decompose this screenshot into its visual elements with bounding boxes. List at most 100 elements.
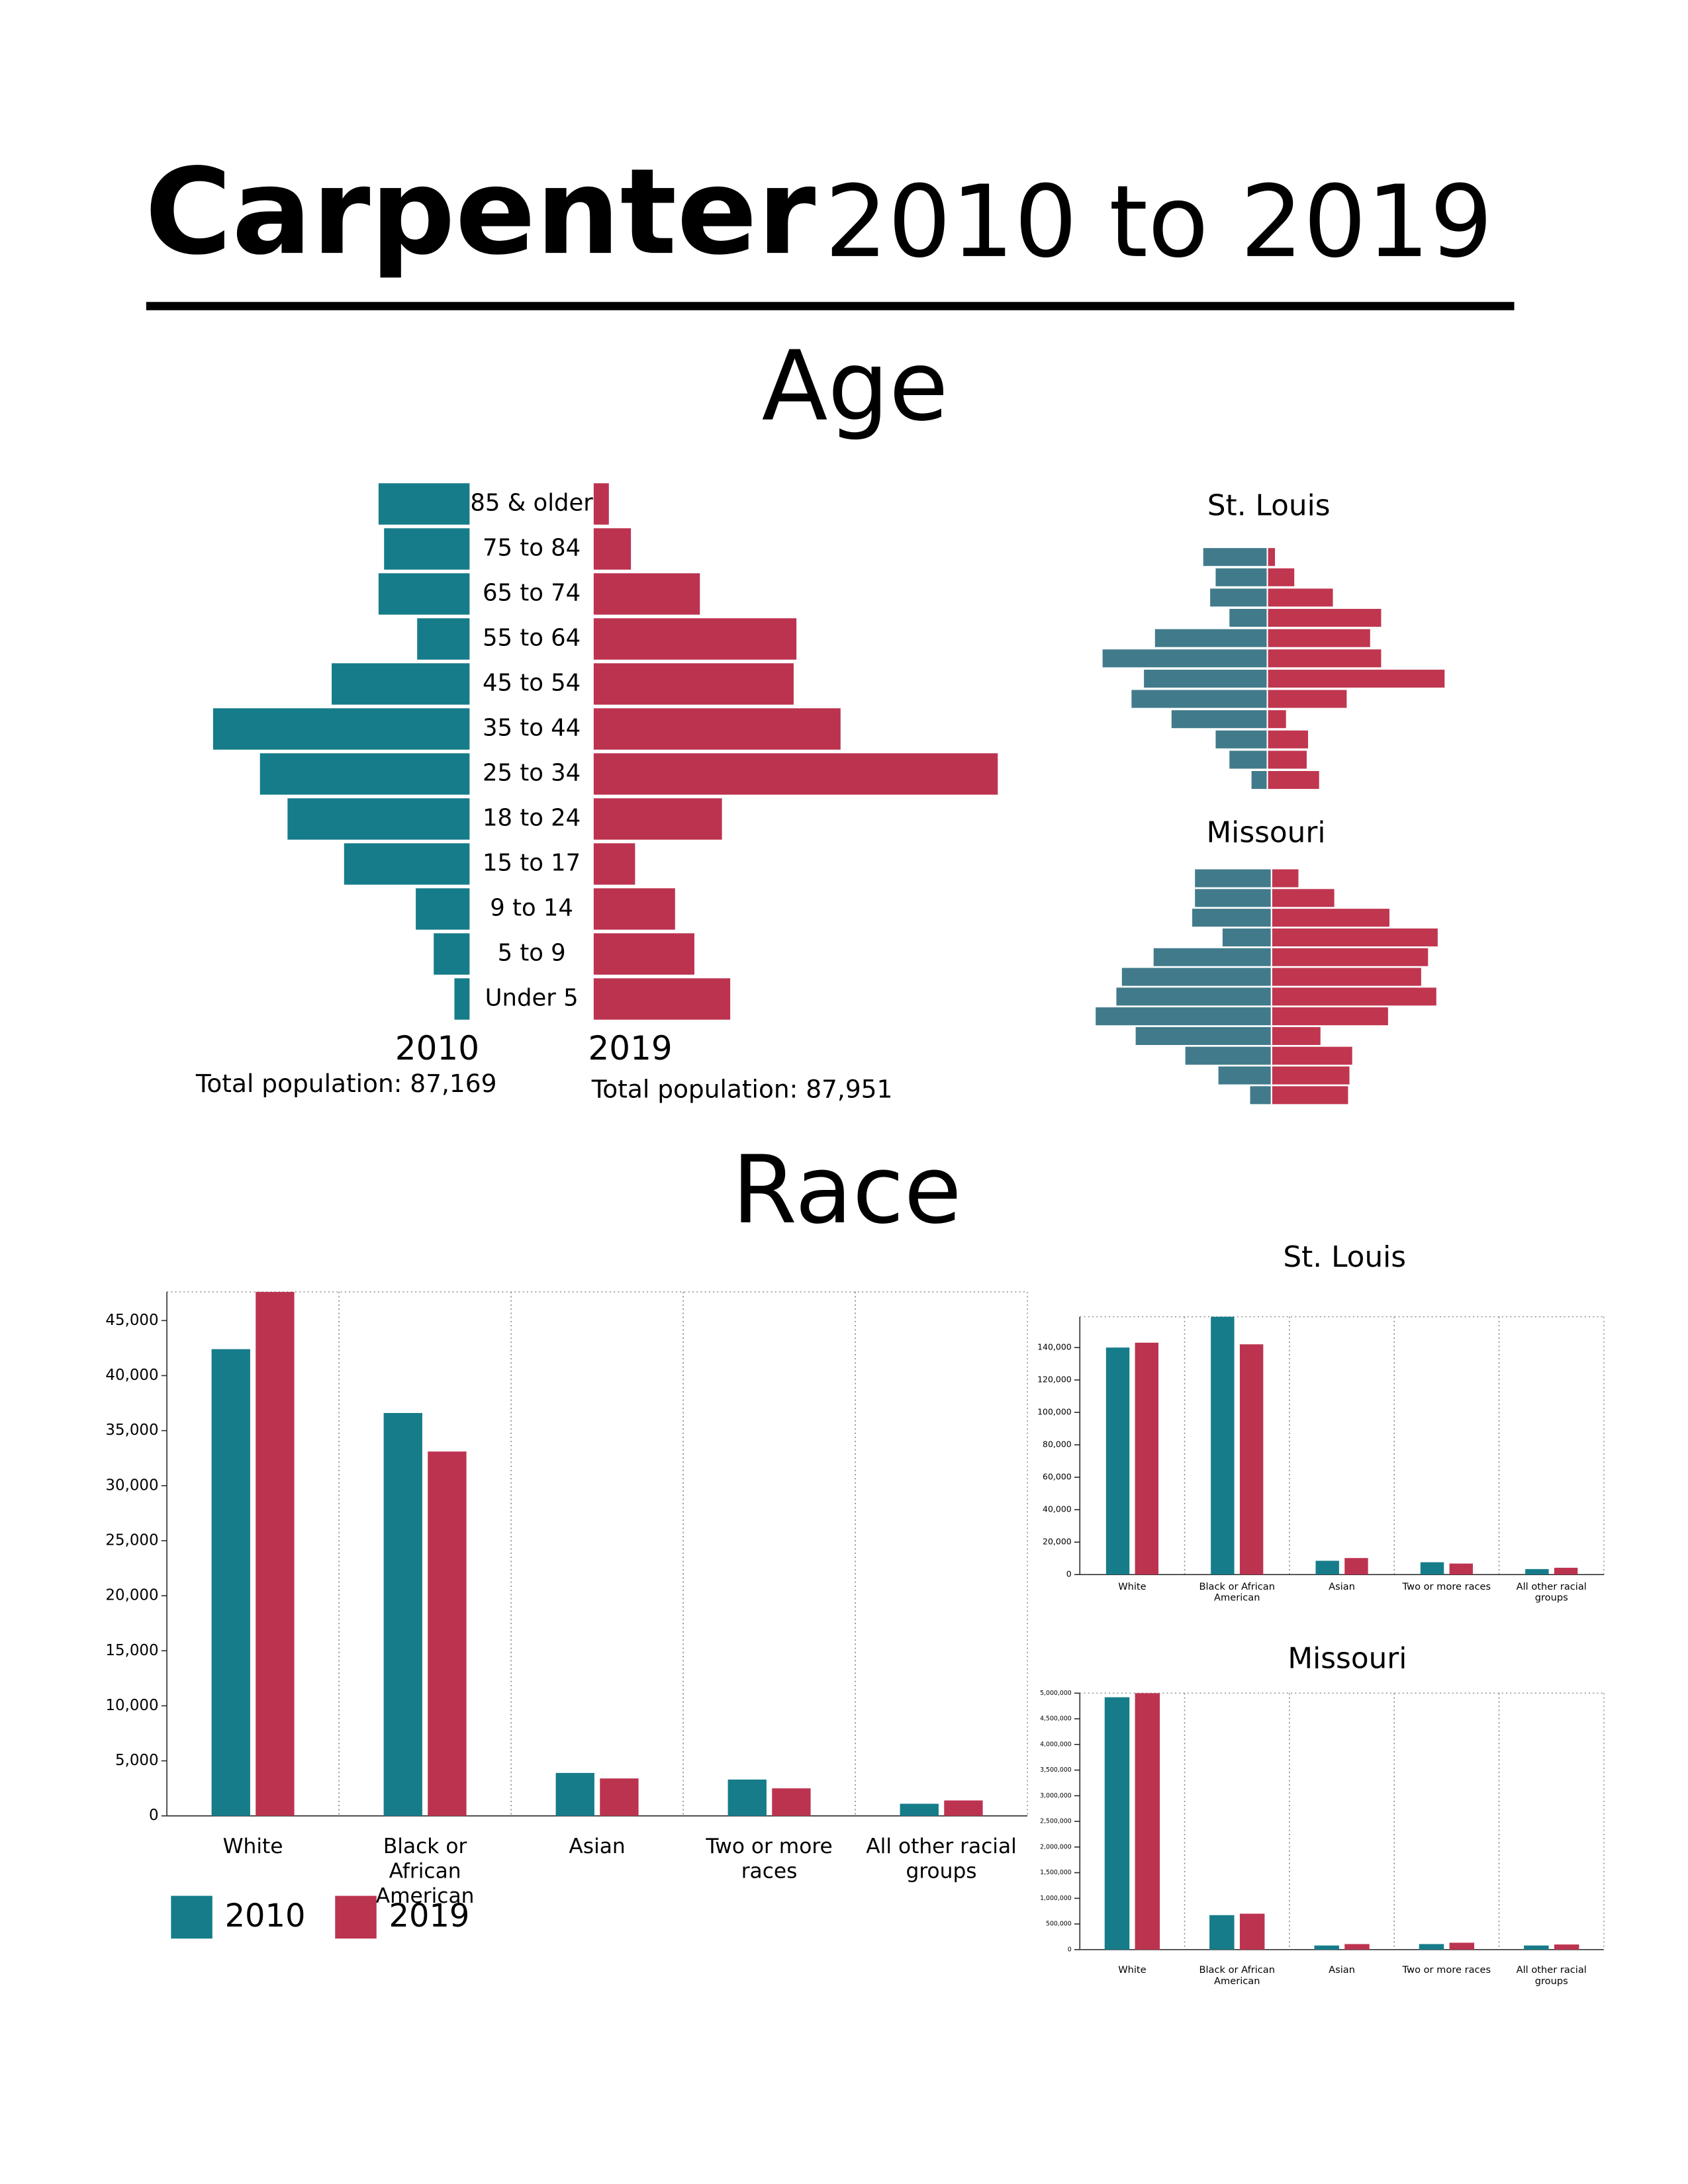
bar [1184, 1045, 1272, 1066]
chart-title: St. Louis [1207, 489, 1331, 523]
age-label: 5 to 9 [498, 939, 566, 966]
y-tick-label: 3,000,000 [1040, 1792, 1072, 1799]
bar [1239, 1344, 1264, 1575]
bar [342, 842, 471, 886]
bar [592, 797, 724, 841]
bar [1115, 986, 1272, 1007]
bar [1449, 1563, 1473, 1575]
y-tick-label: 40,000 [105, 1367, 158, 1384]
bar [211, 1349, 250, 1816]
bar [592, 932, 696, 976]
bar [383, 527, 471, 571]
bar [330, 662, 471, 706]
bar [592, 977, 732, 1021]
bar [900, 1803, 939, 1816]
bar [944, 1800, 983, 1816]
x-tick-label: Black or African American [1199, 1581, 1275, 1604]
bar [1449, 1942, 1475, 1950]
y-tick-label: 1,000,000 [1040, 1895, 1072, 1902]
age-label: 55 to 64 [483, 624, 581, 651]
x-tick-label: Two or more races [706, 1833, 833, 1884]
age-label: 75 to 84 [483, 534, 581, 561]
bar [727, 1779, 767, 1816]
bar [1270, 927, 1439, 948]
chart-title: Missouri [1288, 1641, 1407, 1675]
legend-label: 2019 [389, 1898, 470, 1934]
bar [1194, 868, 1272, 889]
x-tick-label: All other racial groups [1516, 1581, 1587, 1604]
bar [1266, 709, 1288, 730]
bar [555, 1772, 594, 1816]
y-tick-label: 0 [149, 1807, 159, 1824]
x-tick-label: Asian [569, 1833, 626, 1859]
bar [592, 527, 633, 571]
age-label: 9 to 14 [490, 894, 573, 921]
bar [1105, 1347, 1130, 1575]
y-tick-label: 4,000,000 [1040, 1741, 1072, 1748]
x-tick-label: All other racial groups [866, 1833, 1017, 1884]
y-tick-label: 35,000 [105, 1422, 158, 1439]
year-label: 2010 [395, 1029, 479, 1068]
section-title: Age [762, 331, 949, 443]
legend-swatch [171, 1895, 212, 1939]
bar [592, 572, 702, 616]
bar [592, 707, 842, 751]
bar [1217, 1065, 1272, 1086]
y-tick-label: 45,000 [105, 1312, 158, 1329]
bar [1266, 688, 1348, 709]
year-label: 2019 [588, 1029, 672, 1068]
x-tick-label: Asian [1329, 1581, 1355, 1593]
bar [1214, 729, 1268, 750]
bar [1266, 729, 1310, 750]
bar [1554, 1567, 1578, 1575]
age-label: 15 to 17 [483, 849, 581, 876]
bar [1214, 567, 1268, 588]
bar [1135, 1342, 1158, 1575]
bar [592, 482, 610, 526]
bar [1270, 986, 1438, 1007]
bar [428, 1451, 467, 1816]
y-tick-label: 5,000,000 [1040, 1690, 1072, 1697]
bar [1524, 1945, 1549, 1950]
age-label: 65 to 74 [483, 579, 581, 606]
bar [1248, 1085, 1272, 1106]
bar [1266, 769, 1321, 791]
x-tick-label: White [222, 1833, 283, 1859]
y-tick-label: 140,000 [1037, 1342, 1072, 1352]
x-tick-label: All other racial groups [1516, 1964, 1587, 1987]
age-label: 85 & older [470, 489, 593, 516]
x-tick-label: Two or more races [1402, 1581, 1491, 1593]
total-population: Total population: 87,951 [591, 1074, 893, 1103]
chart-title: Missouri [1206, 815, 1325, 849]
bar [1239, 1913, 1265, 1950]
bar [1266, 749, 1309, 770]
y-tick-label: 15,000 [105, 1642, 158, 1659]
section-title: Race [732, 1136, 962, 1245]
bar [256, 1292, 295, 1816]
bar [1266, 668, 1446, 690]
bar [1152, 946, 1272, 968]
title-rest: 2010 to 2019 [825, 165, 1493, 280]
bar [1143, 668, 1268, 690]
y-tick-label: 0 [1066, 1569, 1072, 1579]
bar [1270, 1065, 1351, 1086]
y-tick-label: 25,000 [105, 1531, 158, 1549]
x-tick-label: White [1118, 1581, 1147, 1593]
age-label: 35 to 44 [483, 714, 581, 741]
y-tick-label: 500,000 [1046, 1921, 1072, 1928]
bar [1344, 1944, 1370, 1950]
bar [1270, 907, 1391, 929]
legend-swatch [335, 1895, 377, 1939]
y-tick-label: 2,000,000 [1040, 1843, 1072, 1850]
bar [772, 1788, 811, 1816]
x-tick-label: Black or African American [1199, 1964, 1275, 1987]
y-tick-label: 40,000 [1043, 1504, 1072, 1514]
bar [1270, 1025, 1322, 1047]
bar [377, 572, 471, 616]
bar [1201, 547, 1268, 568]
chart-title: St. Louis [1283, 1240, 1406, 1274]
bar [1419, 1944, 1444, 1950]
